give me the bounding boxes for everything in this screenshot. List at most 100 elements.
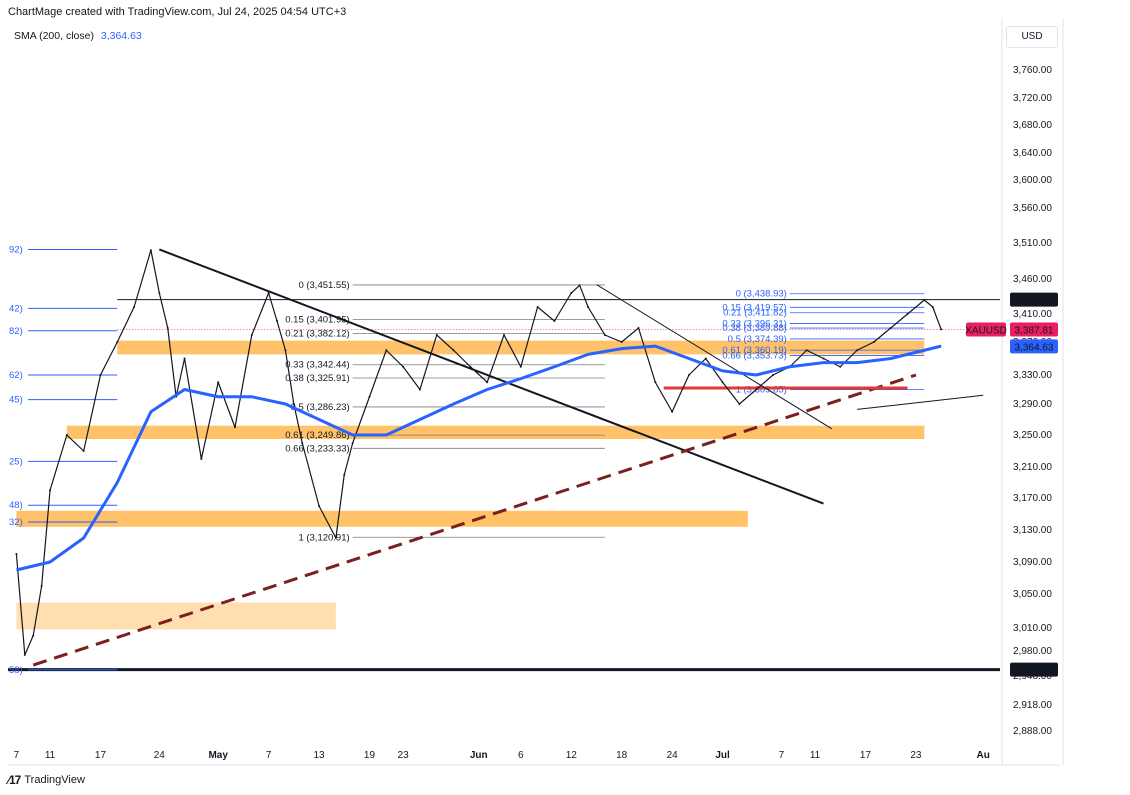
series-0-point-45 — [637, 327, 640, 329]
symbol-tag: XAUUSD — [965, 326, 1007, 337]
series-0-point-17 — [233, 426, 236, 429]
series-0-point-6 — [82, 450, 85, 452]
trendline-4 — [857, 394, 984, 410]
indicator-name: SMA (200, close) — [14, 30, 94, 42]
left-edge-label-5: 25) — [9, 456, 23, 467]
x-tick-label-1: 11 — [45, 750, 56, 761]
series-0-point-1 — [23, 653, 26, 656]
x-tick-label-13: 24 — [667, 750, 679, 761]
series-0-point-39 — [553, 320, 556, 322]
y-tick-label-13: 3,210.00 — [1013, 462, 1052, 473]
left-edge-label-6: 48) — [9, 500, 23, 511]
fib-left-label-5: 0.5 (3,286.23) — [291, 402, 350, 413]
x-tick-label-4: May — [208, 750, 228, 761]
series-0-point-44 — [620, 341, 623, 343]
series-0-point-10 — [149, 249, 152, 252]
price-badge-low-bg — [1010, 662, 1058, 677]
left-edge-label-2: 82) — [9, 326, 23, 337]
series-0-point-55 — [805, 349, 808, 352]
x-tick-label-7: 19 — [364, 750, 376, 761]
x-tick-label-10: 6 — [518, 750, 524, 761]
left-edge-label-1: 42) — [9, 303, 23, 314]
series-0-point-32 — [435, 334, 438, 336]
fib-right-label-7: 0.66 (3,353.73) — [722, 350, 786, 361]
series-0-point-26 — [343, 473, 346, 476]
fib-right-label-5: 0.5 (3,374.39) — [728, 334, 787, 345]
series-line-1 — [16, 344, 942, 572]
series-0-point-40 — [570, 292, 573, 294]
series-0-point-28 — [368, 395, 371, 398]
x-tick-label-8: 23 — [398, 750, 410, 761]
series-0-point-59 — [872, 341, 875, 343]
series-0-point-15 — [200, 458, 203, 460]
fib-right-label-4: 0.38 (3,389.88) — [722, 323, 786, 334]
x-tick-label-5: 7 — [266, 750, 272, 761]
series-0-point-41 — [578, 284, 581, 287]
series-0-point-64 — [940, 328, 943, 331]
left-edge-label-8: 58) — [9, 665, 23, 676]
x-tick-label-11: 12 — [566, 750, 578, 761]
series-0-point-42 — [587, 306, 590, 308]
symbol-tag-bg — [966, 322, 1006, 337]
trendline-0 — [158, 248, 824, 505]
x-tick-label-6: 13 — [313, 750, 325, 761]
x-tick-label-12: 18 — [616, 750, 628, 761]
series-0-point-62 — [923, 299, 926, 301]
chart-attribution: ChartMage created with TradingView.com, … — [8, 6, 347, 18]
y-tick-label-2: 3,680.00 — [1013, 120, 1052, 131]
y-tick-label-18: 3,010.00 — [1013, 623, 1052, 634]
y-tick-label-21: 2,918.00 — [1013, 700, 1052, 711]
y-tick-label-11: 3,290.00 — [1013, 399, 1052, 410]
y-tick-label-4: 3,600.00 — [1013, 175, 1052, 186]
series-0-point-30 — [402, 365, 405, 368]
series-0-point-48 — [687, 374, 690, 376]
fib-left-label-7: 0.66 (3,233.33) — [285, 443, 349, 454]
series-0-point-34 — [469, 365, 472, 368]
series-0-point-8 — [116, 341, 119, 343]
series-0-point-29 — [385, 349, 388, 352]
series-0-point-18 — [250, 334, 253, 336]
y-tick-label-0: 3,760.00 — [1013, 65, 1052, 76]
tradingview-logo-icon: ⁄17 — [8, 773, 21, 787]
x-tick-label-14: Jul — [715, 750, 730, 761]
fib-left-label-0: 0 (3,451.55) — [298, 280, 349, 291]
price-badge-low: 2,956.19 — [1015, 666, 1054, 677]
indicator-legend[interactable]: SMA (200, close) 3,364.63 — [14, 30, 142, 42]
price-badge-current-bg — [1010, 322, 1058, 337]
y-tick-label-3: 3,640.00 — [1013, 148, 1052, 159]
fib-right-label-8: 1 (3,309.85) — [736, 385, 787, 396]
series-0-point-21 — [284, 349, 287, 352]
series-0-point-23 — [301, 442, 304, 444]
y-tick-label-17: 3,050.00 — [1013, 589, 1052, 600]
x-tick-label-3: 24 — [154, 750, 166, 761]
currency-button[interactable]: USD — [1006, 26, 1058, 48]
fib-right-label-1: 0.15 (3,419.57) — [722, 302, 786, 313]
support-zone-1 — [66, 425, 925, 439]
series-0-point-37 — [519, 365, 522, 368]
series-0-point-4 — [49, 489, 52, 492]
price-badge-sma-bg — [1010, 339, 1058, 354]
price-badge-high: 3,430.49 — [1015, 296, 1054, 307]
left-edge-label-7: 32) — [9, 517, 23, 528]
y-tick-label-15: 3,130.00 — [1013, 525, 1052, 536]
fib-right-label-0: 0 (3,438.93) — [736, 289, 787, 300]
left-edge-label-0: 92) — [9, 244, 23, 255]
price-badge-current: 3,387.81 — [1015, 326, 1054, 337]
fib-left-label-6: 0.61 (3,249.86) — [285, 430, 349, 441]
series-0-point-14 — [183, 357, 186, 360]
series-0-point-60 — [889, 327, 892, 329]
series-0-point-43 — [603, 334, 606, 336]
series-0-point-22 — [292, 403, 295, 405]
left-edge-label-3: 62) — [9, 370, 23, 381]
series-0-point-19 — [267, 292, 270, 294]
series-0-point-11 — [158, 292, 161, 294]
support-zone-3 — [16, 602, 336, 630]
y-tick-label-8: 3,410.00 — [1013, 309, 1052, 320]
y-tick-label-16: 3,090.00 — [1013, 557, 1052, 568]
trendline-1 — [32, 373, 917, 667]
series-0-point-46 — [654, 381, 657, 384]
series-0-point-58 — [856, 349, 859, 352]
series-0-point-63 — [931, 306, 934, 308]
series-0-point-16 — [217, 381, 220, 384]
